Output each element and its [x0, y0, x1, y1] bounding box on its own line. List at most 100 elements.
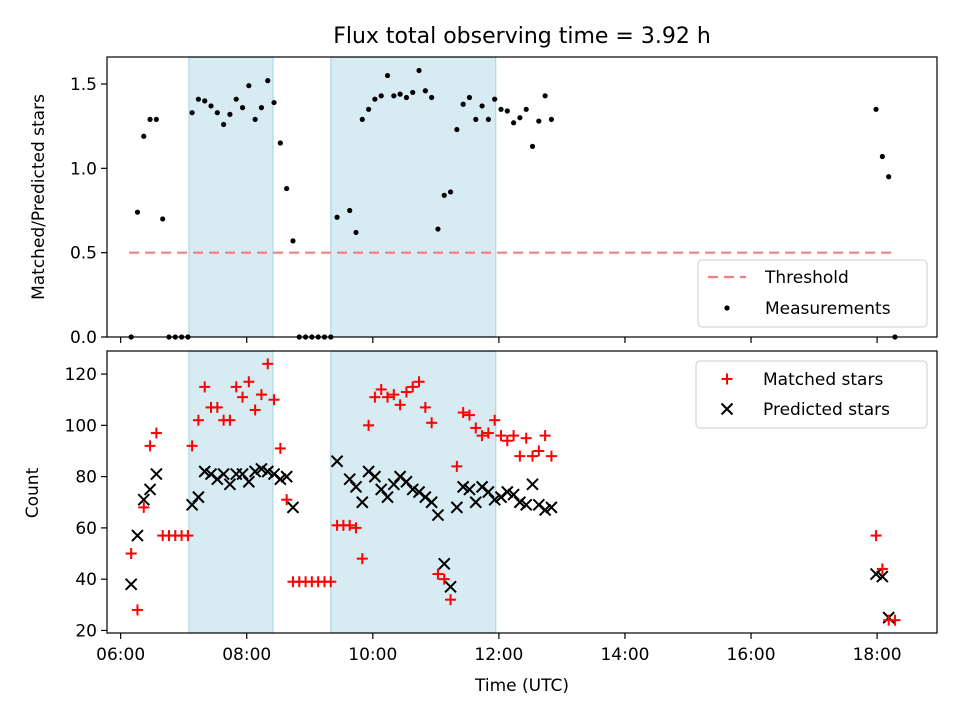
marker-stroke: [450, 501, 464, 514]
marker-stroke: [488, 493, 501, 506]
measurement-point: [290, 238, 296, 244]
predicted-star-marker: [469, 496, 482, 509]
matched-star-marker: [144, 440, 156, 452]
predicted-star-marker: [501, 485, 514, 499]
marker-stroke: [330, 455, 344, 468]
marker-stroke: [406, 483, 419, 496]
x-tick-label: 12:00: [474, 645, 523, 665]
predicted-star-marker: [274, 472, 287, 486]
measurement-point: [366, 106, 372, 112]
marker-stroke: [198, 465, 211, 478]
top-x-ticks: [120, 337, 878, 343]
measurement-point: [523, 106, 529, 112]
marker-stroke: [343, 472, 356, 486]
measurement-point: [265, 78, 271, 84]
legend-measurements-swatch: [724, 305, 730, 311]
x-tick-label: 10:00: [348, 645, 397, 665]
marker-stroke: [482, 485, 495, 499]
marker-stroke: [469, 496, 482, 509]
measurement-point: [403, 94, 410, 101]
marker-stroke: [204, 467, 218, 481]
matched-star-marker: [125, 548, 137, 560]
matched-star-marker: [451, 460, 463, 472]
matched-star-marker: [237, 391, 249, 403]
matched-star-marker: [463, 409, 475, 421]
measurement-point: [548, 116, 555, 123]
matched-star-marker: [262, 358, 274, 370]
x-tick-label: 14:00: [600, 645, 649, 665]
measurement-point: [542, 93, 548, 99]
matched-star-marker: [876, 563, 888, 575]
y-tick-label: 0.5: [70, 244, 97, 264]
predicted-star-marker: [255, 462, 268, 476]
measurement-point: [347, 207, 353, 214]
matched-star-marker: [281, 494, 293, 506]
bottom-axes-frame: [106, 350, 938, 634]
predicted-star-marker: [519, 498, 533, 512]
matched-star-marker: [413, 376, 425, 388]
matched-star-marker: [889, 614, 901, 626]
matched-star-marker: [870, 530, 882, 542]
measurement-point: [252, 116, 258, 123]
top-axes-frame: [106, 56, 938, 338]
measurement-point: [435, 226, 441, 232]
measurement-point: [536, 118, 542, 124]
bottom-legend-box: [695, 360, 928, 429]
measurement-point: [153, 116, 159, 123]
measurement-point: [416, 67, 422, 74]
matched-star-marker: [375, 383, 387, 395]
predicted-star-marker: [463, 483, 476, 496]
measurement-point: [214, 110, 220, 116]
predicted-star-marker: [356, 496, 369, 509]
y-tick-label: 20: [75, 621, 97, 641]
predicted-star-marker: [368, 470, 382, 483]
legend-matched-label: Matched stars: [763, 370, 883, 390]
marker-stroke: [267, 467, 281, 481]
marker-stroke: [507, 488, 520, 501]
marker-stroke: [381, 490, 394, 504]
matched-star-marker: [211, 401, 223, 413]
marker-stroke: [362, 465, 375, 478]
predicted-star-marker: [223, 478, 237, 491]
matched-star-marker: [182, 530, 194, 542]
measurement-point: [504, 108, 510, 114]
measurement-point: [372, 96, 378, 102]
measurement-point: [473, 116, 479, 123]
y-tick-label: 100: [65, 416, 97, 436]
matched-star-marker: [199, 381, 211, 393]
top-measurement-points: [128, 67, 898, 340]
marker-stroke: [274, 472, 287, 486]
matched-star-marker: [388, 389, 400, 401]
marker-stroke: [150, 467, 163, 481]
matched-star-marker: [489, 414, 501, 426]
measurement-point: [134, 209, 141, 215]
measurement-point: [353, 229, 359, 236]
matched-star-marker: [438, 573, 450, 585]
measurement-point: [208, 103, 214, 109]
matched-star-marker: [407, 381, 419, 393]
predicted-star-marker: [488, 493, 501, 506]
marker-stroke: [375, 483, 388, 496]
observing-interval: [188, 56, 274, 338]
marker-stroke: [431, 508, 445, 522]
predicted-star-marker: [143, 483, 157, 496]
top-legend: Threshold Measurements: [697, 259, 928, 328]
measurement-point: [447, 189, 454, 195]
y-tick-label: 120: [65, 365, 97, 385]
measurement-point: [189, 110, 195, 116]
marker-stroke: [131, 529, 144, 542]
matched-star-marker: [545, 450, 557, 462]
measurement-point: [195, 96, 202, 102]
marker-stroke: [368, 470, 382, 483]
measurement-point: [498, 106, 504, 112]
measurement-point: [359, 116, 365, 123]
matched-star-marker: [520, 432, 532, 444]
matched-star-marker: [230, 381, 242, 393]
y-tick-label: 80: [75, 468, 97, 488]
matched-star-marker: [224, 414, 236, 426]
matched-star-marker: [419, 401, 431, 413]
matched-star-marker: [539, 430, 551, 442]
marker-stroke: [412, 485, 426, 499]
x-tick-label: 06:00: [96, 645, 145, 665]
predicted-star-marker: [438, 557, 451, 570]
